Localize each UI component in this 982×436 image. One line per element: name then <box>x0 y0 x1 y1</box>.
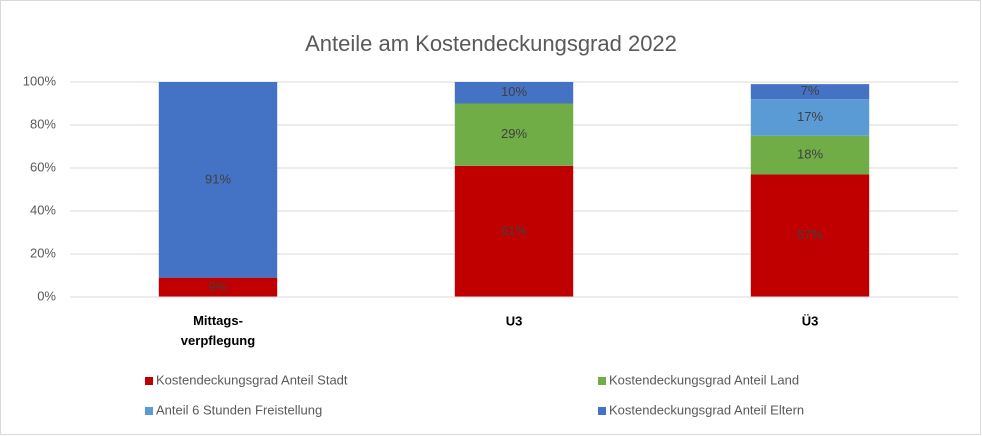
data-label: 10% <box>501 84 527 99</box>
bar-segment <box>750 135 870 175</box>
legend-label: Kostendeckungsgrad Anteil Stadt <box>156 372 348 387</box>
legend-swatch <box>145 377 153 385</box>
data-label: 7% <box>801 83 820 98</box>
bar-segment <box>158 82 278 278</box>
data-label: 17% <box>797 109 823 124</box>
y-tick-label: 40% <box>30 202 56 217</box>
data-label: 9% <box>209 279 228 294</box>
data-label: 57% <box>797 227 823 242</box>
x-tick-line: Mittags- <box>193 313 243 328</box>
x-tick-label: U3 <box>506 313 523 328</box>
data-label: 61% <box>501 223 527 238</box>
y-tick-label: 0% <box>37 288 56 303</box>
bar-segment <box>750 84 870 100</box>
y-tick-label: 60% <box>30 159 56 174</box>
bar-segment <box>454 103 574 166</box>
bar-segment <box>454 165 574 297</box>
legend-swatch <box>598 377 606 385</box>
bar-segment <box>750 99 870 136</box>
data-label: 91% <box>205 171 231 186</box>
legend-label: Kostendeckungsgrad Anteil Land <box>609 372 799 387</box>
data-label: 18% <box>797 147 823 162</box>
legend-swatch <box>598 407 606 415</box>
bar-segment <box>454 82 574 104</box>
x-tick-label: Mittags-verpflegung <box>181 313 255 348</box>
x-tick-label: Ü3 <box>802 313 819 328</box>
y-tick-label: 20% <box>30 245 56 260</box>
legend-label: Kostendeckungsgrad Anteil Eltern <box>609 402 804 417</box>
y-tick-label: 80% <box>30 116 56 131</box>
chart-title: Anteile am Kostendeckungsgrad 2022 <box>305 31 677 56</box>
y-tick-label: 100% <box>23 73 57 88</box>
x-tick-line: verpflegung <box>181 333 255 348</box>
legend-label: Anteil 6 Stunden Freistellung <box>156 402 322 417</box>
bar-segment <box>750 174 870 297</box>
bar-segment <box>158 277 278 297</box>
data-label: 29% <box>501 126 527 141</box>
legend-swatch <box>145 407 153 415</box>
